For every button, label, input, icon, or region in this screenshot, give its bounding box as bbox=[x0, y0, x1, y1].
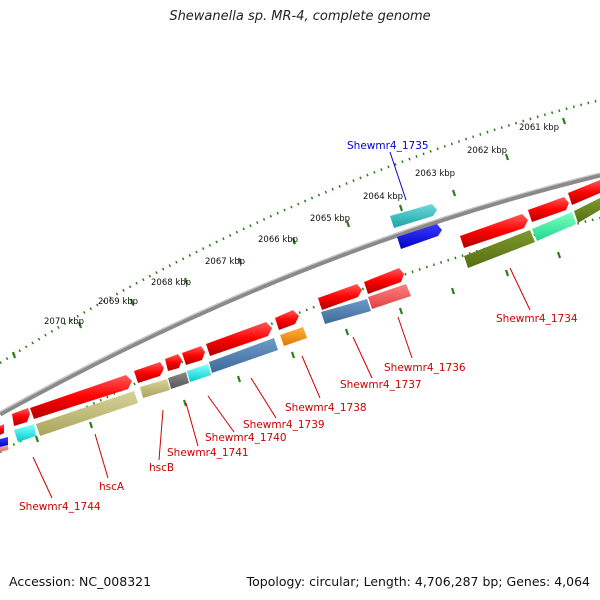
scale-label: 2062 kbp bbox=[467, 146, 507, 156]
gene-label: Shewmr4_1738 bbox=[285, 402, 367, 414]
scale-dots bbox=[0, 98, 600, 365]
inner-scale-dots bbox=[0, 216, 600, 454]
scale-major-ticks bbox=[11, 117, 567, 359]
gene-feature bbox=[140, 379, 170, 398]
gene-feature bbox=[275, 310, 299, 330]
scale-label: 2065 kbp bbox=[310, 214, 350, 224]
gene-feature bbox=[574, 198, 600, 223]
gene-feature bbox=[182, 346, 205, 365]
scale-label: 2066 kbp bbox=[258, 235, 298, 245]
gene-feature bbox=[14, 424, 36, 442]
genome-backbone bbox=[0, 172, 600, 417]
gene-label: Shewmr4_1737 bbox=[340, 379, 422, 391]
accession-text: Accession: NC_008321 bbox=[9, 574, 152, 589]
gene-label: hscA bbox=[99, 481, 125, 493]
gene-feature bbox=[134, 362, 164, 383]
scale-label: 2070 kbp bbox=[44, 317, 84, 327]
gene-label: Shewmr4_1736 bbox=[384, 362, 466, 374]
scale-label: 2061 kbp bbox=[519, 123, 559, 133]
label-leaders bbox=[32, 151, 531, 499]
scale-ring bbox=[0, 98, 600, 365]
gene-feature bbox=[532, 212, 576, 241]
gene-feature bbox=[187, 364, 211, 382]
gene-feature bbox=[36, 391, 138, 436]
gene-feature bbox=[364, 268, 404, 294]
gene-label: Shewmr4_1744 bbox=[19, 501, 101, 513]
gene-feature bbox=[368, 284, 411, 309]
inner-scale-ticks bbox=[34, 251, 562, 443]
gene-feature bbox=[0, 445, 8, 452]
gene-label: Shewmr4_1735 bbox=[347, 140, 429, 152]
reverse-genes bbox=[0, 198, 600, 452]
gene-feature bbox=[30, 375, 132, 419]
scale-label: 2064 kbp bbox=[363, 192, 403, 202]
gene-feature bbox=[568, 180, 600, 205]
gene-label: Shewmr4_1740 bbox=[205, 432, 287, 444]
gene-feature bbox=[0, 424, 4, 435]
gene-label: Shewmr4_1734 bbox=[496, 313, 578, 325]
gene-feature bbox=[280, 327, 307, 346]
scale-labels: 2061 kbp 2062 kbp 2063 kbp 2064 kbp 2065… bbox=[44, 123, 559, 327]
scale-label: 2067 kbp bbox=[205, 257, 245, 267]
gene-feature bbox=[318, 284, 362, 310]
gene-label: Shewmr4_1739 bbox=[243, 419, 325, 431]
forward-genes bbox=[0, 180, 600, 435]
gene-feature bbox=[464, 230, 535, 268]
gene-feature bbox=[12, 408, 30, 426]
gene-feature bbox=[206, 322, 272, 356]
gene-feature bbox=[321, 299, 371, 324]
gene-feature bbox=[0, 437, 8, 447]
gene-feature bbox=[528, 197, 569, 222]
gene-feature bbox=[390, 204, 437, 228]
scale-label: 2063 kbp bbox=[415, 169, 455, 179]
gene-label: hscB bbox=[149, 462, 174, 474]
scale-label: 2068 kbp bbox=[151, 278, 191, 288]
gene-feature bbox=[209, 338, 278, 373]
gene-labels: Shewmr4_1735 Shewmr4_1734 Shewmr4_1736 S… bbox=[19, 140, 578, 513]
gene-label: Shewmr4_1741 bbox=[167, 447, 249, 459]
gene-feature bbox=[460, 214, 528, 248]
map-title: Shewanella sp. MR-4, complete genome bbox=[169, 9, 431, 24]
gene-feature bbox=[165, 354, 182, 371]
scale-label: 2069 kbp bbox=[98, 297, 138, 307]
gene-feature bbox=[397, 224, 442, 249]
summary-text: Topology: circular; Length: 4,706,287 bp… bbox=[246, 574, 590, 589]
gene-feature bbox=[168, 372, 189, 389]
